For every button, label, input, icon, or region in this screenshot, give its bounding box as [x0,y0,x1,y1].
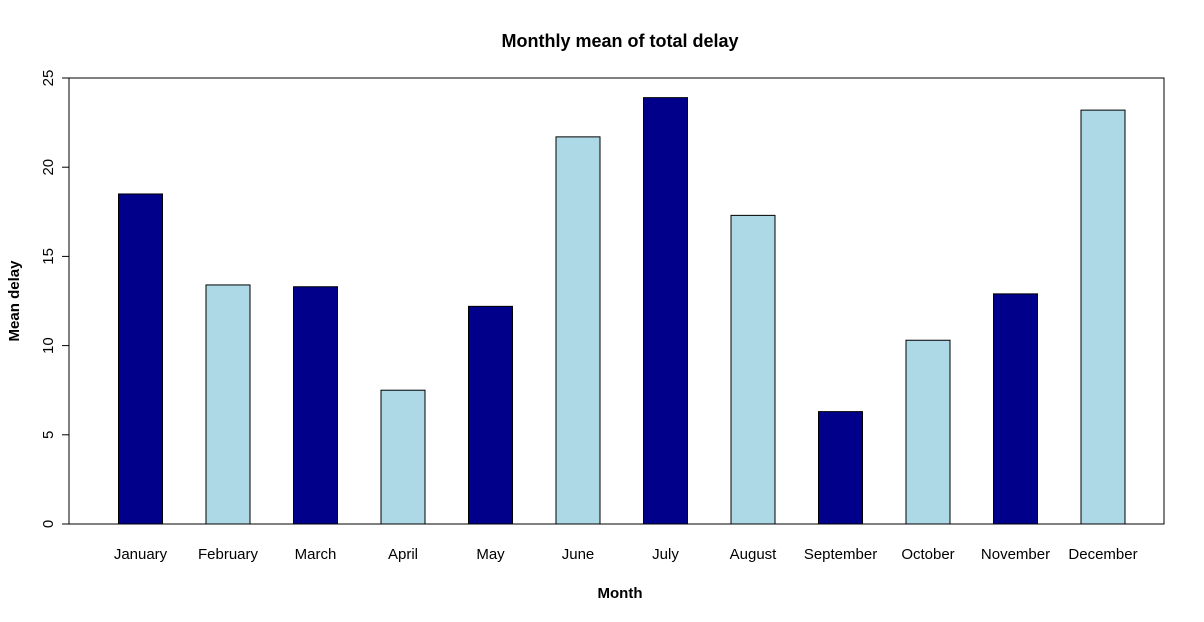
chart-title: Monthly mean of total delay [501,31,738,51]
y-tick-label: 5 [40,431,57,439]
bar-march [293,286,338,525]
bar-april [380,389,426,525]
y-axis: 0 5 10 15 20 25 [40,70,70,528]
x-tick-label: March [295,546,337,563]
bar-june [555,136,601,525]
bar-september [818,411,863,525]
bar-october [905,339,951,525]
y-tick-label: 0 [40,520,57,528]
y-axis-label: Mean delay [6,260,23,342]
bar-december [1080,109,1126,525]
bar-july [643,97,688,525]
bar-august [730,214,776,525]
bar-may [468,305,513,525]
x-axis-label: Month [598,585,643,602]
x-tick-label: February [198,546,259,563]
x-tick-label: January [114,546,168,563]
x-tick-label: December [1068,546,1137,563]
y-tick-label: 25 [40,70,57,87]
bar-november [993,293,1038,525]
x-tick-label: October [901,546,954,563]
x-tick-label: November [981,546,1050,563]
x-tick-label: September [804,546,877,563]
x-tick-label: July [652,546,679,563]
x-tick-label: April [388,546,418,563]
bar-january [118,193,163,525]
bars-group [118,97,1126,525]
x-tick-label: June [562,546,595,563]
x-axis-tick-labels: January February March April May June July Augu… [114,546,1138,563]
y-tick-label: 15 [40,248,57,265]
x-tick-label: August [730,546,778,563]
y-tick-label: 20 [40,159,57,176]
y-tick-label: 10 [40,337,57,354]
x-tick-label: May [476,546,505,563]
bar-february [205,284,251,525]
